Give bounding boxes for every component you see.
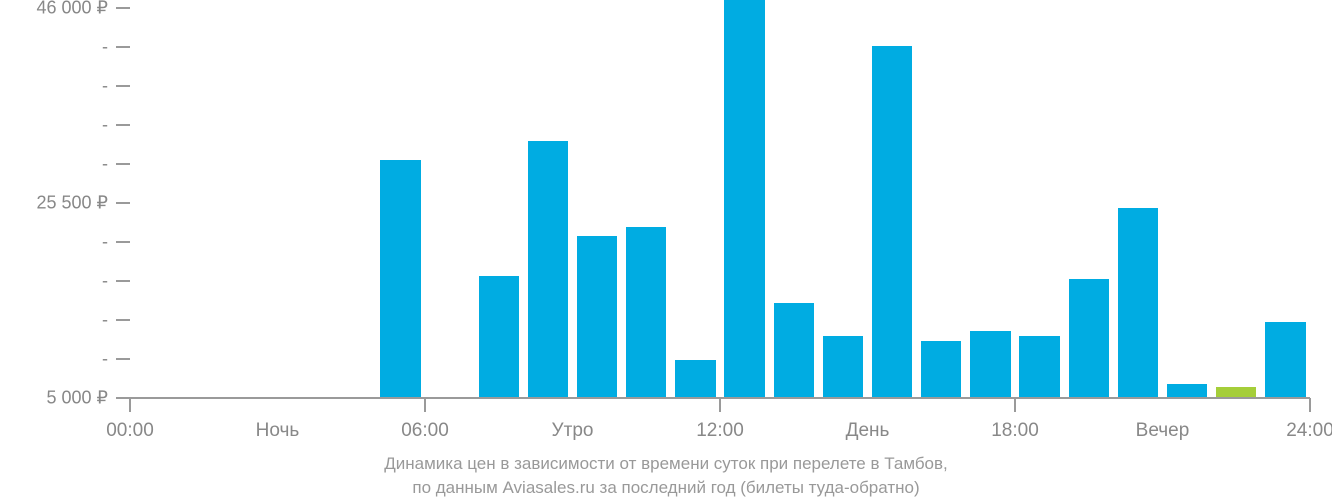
price-bar xyxy=(675,360,715,398)
y-minor-tick-label: - xyxy=(0,76,108,97)
price-by-hour-chart: 46 000 ₽ 25 500 ₽ 5 000 ₽ - - - - - - - - 00:00 06:… xyxy=(0,0,1332,502)
x-section-label: Ночь xyxy=(256,420,300,442)
price-bar xyxy=(380,160,420,398)
y-minor-tick-mark xyxy=(116,280,130,282)
price-bar xyxy=(872,46,912,398)
y-minor-tick-mark xyxy=(116,241,130,243)
x-section-label: Утро xyxy=(552,420,594,442)
price-bar xyxy=(823,336,863,398)
x-tick-mark xyxy=(424,398,426,412)
price-bar xyxy=(1118,208,1158,398)
y-minor-tick-mark xyxy=(116,46,130,48)
x-section-label: День xyxy=(846,420,890,442)
y-minor-tick-label: - xyxy=(0,310,108,331)
y-tick-label: 46 000 ₽ xyxy=(0,0,108,19)
x-tick-mark xyxy=(1014,398,1016,412)
x-section-label: Вечер xyxy=(1136,420,1190,442)
price-bar xyxy=(774,303,814,398)
x-tick-label: 24:00 xyxy=(1286,420,1332,442)
y-minor-tick-mark xyxy=(116,163,130,165)
price-bar xyxy=(479,276,519,398)
x-tick-mark xyxy=(1309,398,1311,412)
y-minor-tick-mark xyxy=(116,358,130,360)
y-minor-tick-mark xyxy=(116,85,130,87)
price-bar xyxy=(1167,384,1207,398)
price-bar xyxy=(626,227,666,398)
y-minor-tick-label: - xyxy=(0,154,108,175)
price-bar xyxy=(1019,336,1059,398)
price-bar xyxy=(1265,322,1305,398)
y-tick-label: 5 000 ₽ xyxy=(0,388,108,409)
x-tick-label: 00:00 xyxy=(106,420,154,442)
price-bar xyxy=(724,0,764,398)
x-tick-mark xyxy=(129,398,131,412)
price-bar xyxy=(970,331,1010,398)
y-minor-tick-label: - xyxy=(0,349,108,370)
x-tick-label: 18:00 xyxy=(991,420,1039,442)
price-bar xyxy=(921,341,961,398)
x-tick-mark xyxy=(719,398,721,412)
y-minor-tick-label: - xyxy=(0,232,108,253)
caption-line-1: Динамика цен в зависимости от времени су… xyxy=(0,454,1332,474)
y-tick-label: 25 500 ₽ xyxy=(0,193,108,214)
plot-area xyxy=(130,8,1310,398)
price-bar xyxy=(528,141,568,398)
y-tick-mark xyxy=(116,7,130,9)
y-minor-tick-label: - xyxy=(0,37,108,58)
y-minor-tick-label: - xyxy=(0,115,108,136)
x-tick-label: 12:00 xyxy=(696,420,744,442)
y-tick-mark xyxy=(116,397,130,399)
y-tick-mark xyxy=(116,202,130,204)
price-bar xyxy=(1069,279,1109,398)
y-minor-tick-label: - xyxy=(0,271,108,292)
x-tick-label: 06:00 xyxy=(401,420,449,442)
y-minor-tick-mark xyxy=(116,319,130,321)
caption-line-2: по данным Aviasales.ru за последний год … xyxy=(0,478,1332,498)
price-bar xyxy=(577,236,617,398)
y-minor-tick-mark xyxy=(116,124,130,126)
